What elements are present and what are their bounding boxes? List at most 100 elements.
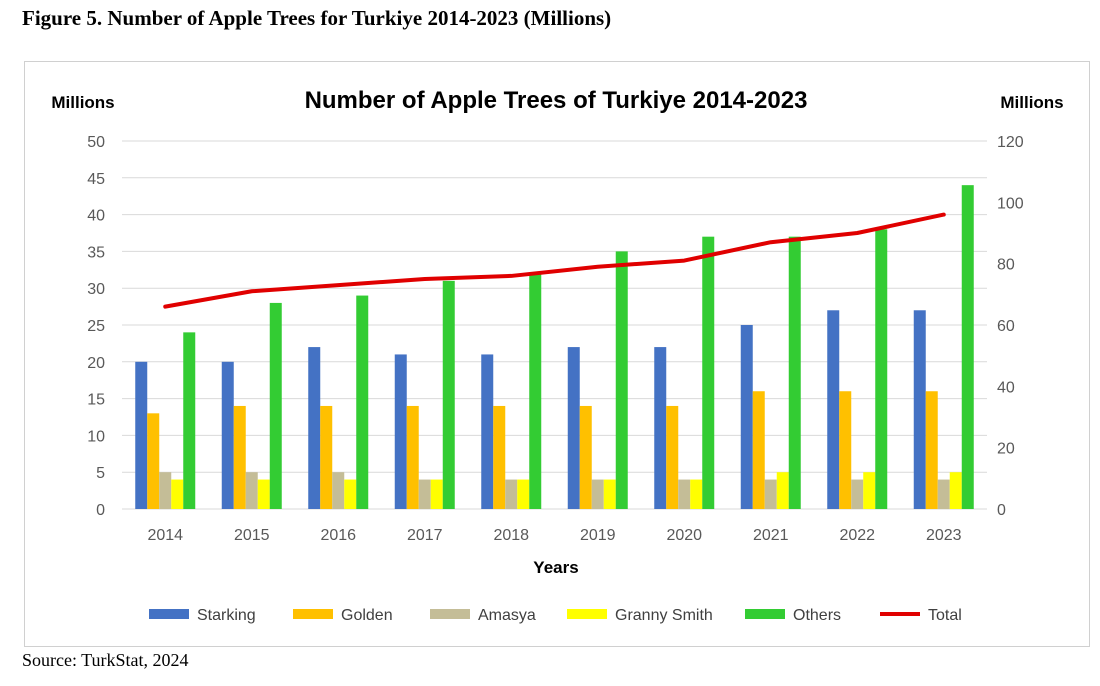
left-tick-label: 20 <box>87 355 105 372</box>
x-axis-label: Years <box>533 558 578 577</box>
chart-title: Number of Apple Trees of Turkiye 2014-20… <box>305 87 808 114</box>
left-tick-label: 15 <box>87 392 105 409</box>
bar-golden-2022 <box>839 391 852 509</box>
x-tick-label: 2018 <box>493 527 529 544</box>
gridlines <box>122 140 987 510</box>
bar-others-2015 <box>269 302 282 509</box>
bar-granny-smith-2023 <box>949 472 962 509</box>
bar-granny-smith-2021 <box>776 472 789 509</box>
left-tick-label: 40 <box>87 208 105 225</box>
left-tick-label: 5 <box>96 465 105 482</box>
legend-swatch-starking <box>149 609 189 619</box>
right-axis-unit: Millions <box>1000 93 1063 112</box>
legend-swatch-golden <box>293 609 333 619</box>
x-tick-label: 2015 <box>234 527 270 544</box>
legend-swatch-amasya <box>430 609 470 619</box>
left-tick-label: 30 <box>87 281 105 298</box>
right-tick-label: 40 <box>997 379 1015 396</box>
legend-label-starking: Starking <box>197 607 256 624</box>
bar-granny-smith-2022 <box>863 472 876 509</box>
x-tick-label: 2023 <box>926 527 962 544</box>
legend-swatch-others <box>745 609 785 619</box>
x-tick-label: 2016 <box>320 527 356 544</box>
bar-starking-2022 <box>827 310 840 509</box>
bar-golden-2014 <box>147 413 160 509</box>
bar-others-2014 <box>183 332 196 509</box>
bar-amasya-2015 <box>245 472 258 509</box>
bar-others-2016 <box>356 295 369 509</box>
bar-amasya-2020 <box>678 479 691 509</box>
left-tick-label: 0 <box>96 502 105 519</box>
legend-label-granny-smith: Granny Smith <box>615 607 713 624</box>
left-tick-label: 50 <box>87 134 105 151</box>
bar-amasya-2018 <box>505 479 518 509</box>
left-axis-ticks: 0 5 10 15 20 25 30 35 40 45 50 <box>87 134 105 519</box>
bar-starking-2016 <box>308 347 321 509</box>
bar-amasya-2022 <box>851 479 864 509</box>
bar-golden-2017 <box>406 405 419 509</box>
bar-amasya-2023 <box>937 479 950 509</box>
left-tick-label: 25 <box>87 318 105 335</box>
left-tick-label: 35 <box>87 244 105 261</box>
x-tick-label: 2017 <box>407 527 443 544</box>
bar-starking-2015 <box>221 361 234 509</box>
bar-golden-2021 <box>752 391 765 509</box>
right-tick-label: 20 <box>997 441 1015 458</box>
bar-golden-2015 <box>233 405 246 509</box>
bar-granny-smith-2020 <box>690 479 703 509</box>
bar-others-2020 <box>702 236 715 509</box>
bar-others-2022 <box>875 229 888 509</box>
bar-starking-2017 <box>394 354 407 509</box>
right-tick-label: 80 <box>997 257 1015 274</box>
legend-label-golden: Golden <box>341 607 393 624</box>
left-tick-label: 10 <box>87 428 105 445</box>
bar-others-2017 <box>442 280 455 509</box>
bar-golden-2020 <box>666 405 679 509</box>
bar-starking-2019 <box>567 347 580 509</box>
x-tick-label: 2022 <box>839 527 875 544</box>
bar-granny-smith-2016 <box>344 479 357 509</box>
bar-starking-2021 <box>740 325 753 509</box>
right-axis-ticks: 0 20 40 60 80 100 120 <box>997 134 1024 519</box>
bar-others-2021 <box>788 236 801 509</box>
chart-svg: Number of Apple Trees of Turkiye 2014-20… <box>51 87 1063 624</box>
bar-granny-smith-2019 <box>603 479 616 509</box>
x-tick-label: 2021 <box>753 527 789 544</box>
bar-amasya-2019 <box>591 479 604 509</box>
bar-starking-2018 <box>481 354 494 509</box>
legend-label-total: Total <box>928 607 962 624</box>
bar-golden-2018 <box>493 405 506 509</box>
bar-starking-2020 <box>654 347 667 509</box>
legend-label-amasya: Amasya <box>478 607 536 624</box>
chart-frame: Number of Apple Trees of Turkiye 2014-20… <box>24 61 1090 647</box>
bar-granny-smith-2015 <box>257 479 270 509</box>
legend-label-others: Others <box>793 607 841 624</box>
bar-amasya-2017 <box>418 479 431 509</box>
line-total <box>163 212 946 309</box>
bar-amasya-2014 <box>159 472 172 509</box>
bar-starking-2014 <box>135 361 148 509</box>
right-tick-label: 100 <box>997 195 1024 212</box>
bar-others-2018 <box>529 273 542 509</box>
legend: Starking Golden Amasya Granny Smith Others To… <box>149 607 962 624</box>
total-line <box>163 212 946 309</box>
x-axis-ticks: 2014 2015 2016 2017 2018 2019 2020 2021 2022 2023 <box>147 527 961 544</box>
bar-others-2023 <box>961 185 974 509</box>
bar-golden-2016 <box>320 405 333 509</box>
right-tick-label: 60 <box>997 318 1015 335</box>
legend-swatch-granny-smith <box>567 609 607 619</box>
x-tick-label: 2014 <box>147 527 183 544</box>
source-note: Source: TurkStat, 2024 <box>22 650 189 670</box>
left-tick-label: 45 <box>87 171 105 188</box>
figure-title: Figure 5. Number of Apple Trees for Turk… <box>22 6 612 30</box>
right-tick-label: 0 <box>997 502 1006 519</box>
left-axis-unit: Millions <box>51 93 114 112</box>
bar-granny-smith-2014 <box>171 479 184 509</box>
bar-amasya-2016 <box>332 472 345 509</box>
bar-golden-2023 <box>925 391 938 509</box>
x-tick-label: 2019 <box>580 527 616 544</box>
bar-golden-2019 <box>579 405 592 509</box>
bar-amasya-2021 <box>764 479 777 509</box>
bars <box>135 185 974 509</box>
x-tick-label: 2020 <box>666 527 702 544</box>
